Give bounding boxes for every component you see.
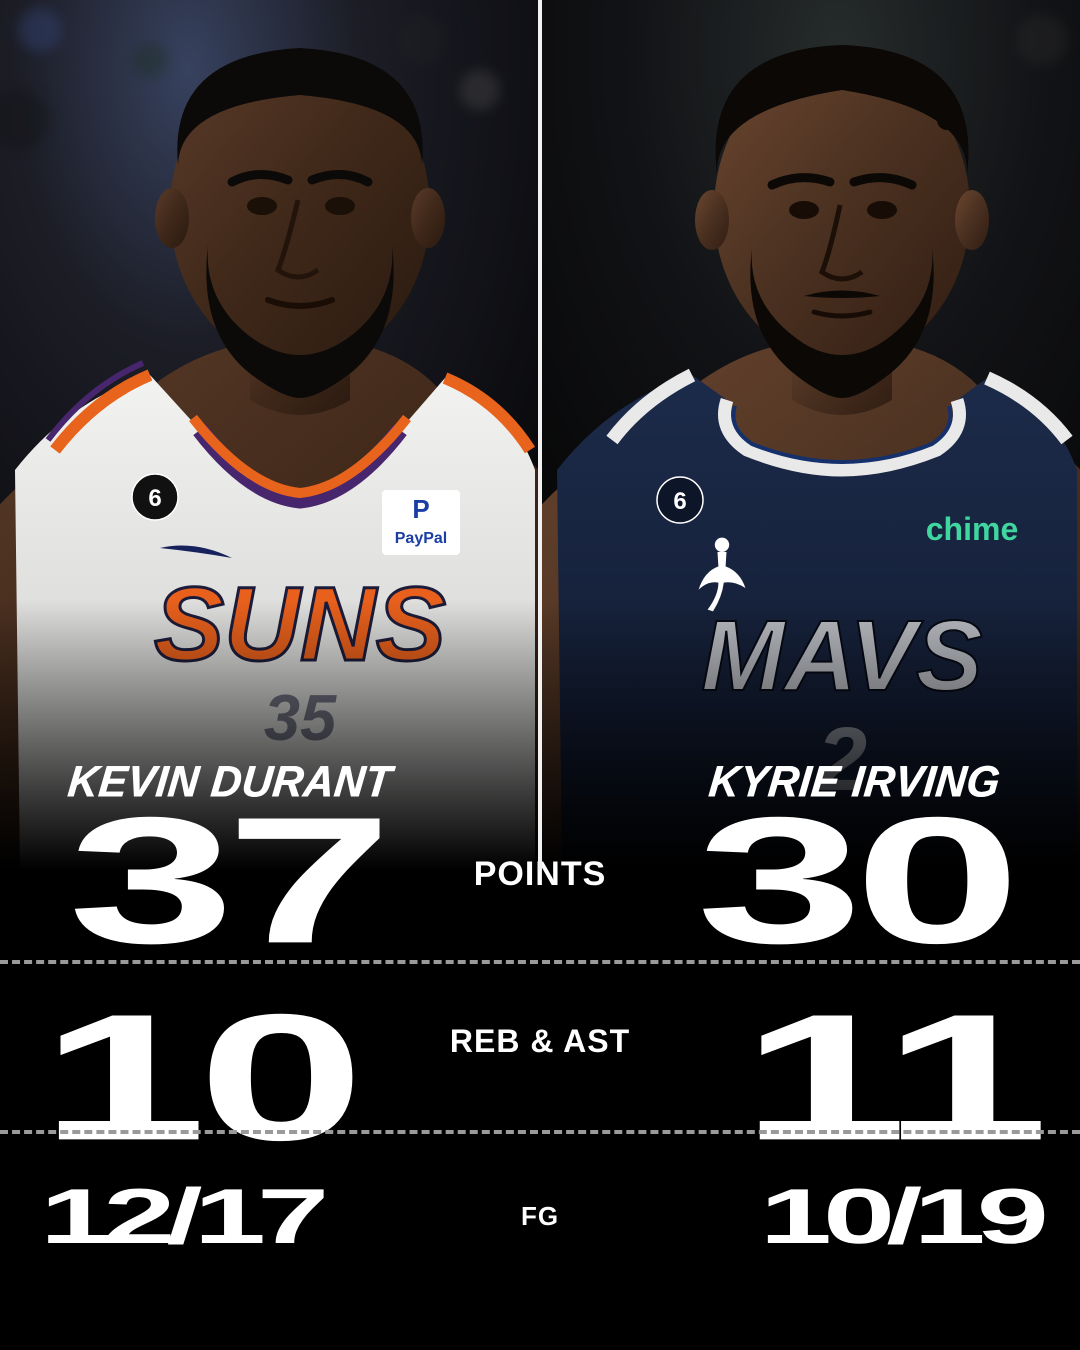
svg-text:P: P (412, 494, 429, 524)
svg-text:chime: chime (926, 511, 1018, 547)
svg-text:PayPal: PayPal (395, 530, 447, 547)
svg-text:6: 6 (148, 485, 161, 512)
svg-text:6: 6 (673, 488, 686, 515)
